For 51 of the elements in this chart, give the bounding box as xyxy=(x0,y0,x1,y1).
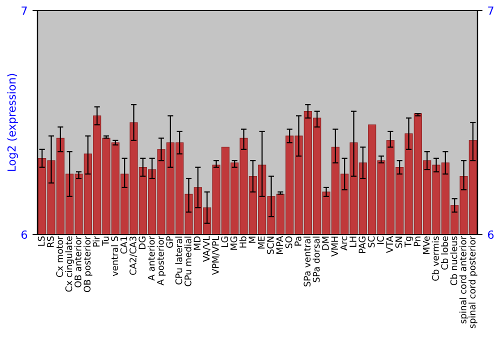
x-tick-label: ME xyxy=(258,236,265,248)
x-tick-label: A anterior xyxy=(148,236,155,281)
x-tick-label: Hb xyxy=(239,236,246,248)
x-tick-label: Cx motor xyxy=(56,236,64,277)
x-tick-label: Cx cingulate xyxy=(65,236,74,292)
x-tick-label: CA2/CA3 xyxy=(130,236,138,275)
x-tick-label: CA1 xyxy=(120,236,128,254)
x-tick-label: VMH xyxy=(331,236,338,257)
x-tick-label: VPM/VPL xyxy=(212,236,220,275)
x-tick-label: MG xyxy=(230,236,238,250)
x-tick-label: Cb vermis xyxy=(432,236,439,281)
x-tick-label: VTA xyxy=(386,236,393,253)
x-tick-label: Cb lobe xyxy=(441,236,448,270)
x-tick-label: Tu xyxy=(102,236,109,246)
x-tick-label: ventral S xyxy=(111,236,118,276)
x-tick-label: LS xyxy=(38,236,45,246)
x-tick-label: SCN xyxy=(267,236,274,254)
x-tick-label: SN xyxy=(395,236,402,248)
x-tick-label: LH xyxy=(350,236,356,247)
x-tick-label: Tg xyxy=(404,236,414,248)
x-tick-label: Pa xyxy=(294,236,302,246)
x-tick-label: MVe xyxy=(422,236,430,254)
y2-tick-label: 6 xyxy=(488,230,494,239)
x-tick-label: RS xyxy=(47,236,54,248)
x-tick-label: DG xyxy=(138,236,146,249)
x-tick-label: MD xyxy=(194,236,200,250)
x-tick-label: Pir xyxy=(92,236,100,246)
x-tick-label: DM xyxy=(322,236,329,250)
x-tick-label: M xyxy=(248,236,256,243)
x-tick-label: SC xyxy=(368,236,375,248)
y-axis-title: Log2 (expression) xyxy=(7,74,18,171)
x-tick-label: Pn xyxy=(414,236,420,246)
x-tick-label: VA/VL xyxy=(202,236,210,262)
x-tick-label: IC xyxy=(377,236,384,244)
x-tick-label: OB anterior xyxy=(74,236,82,288)
x-tick-label: MPA xyxy=(276,236,283,254)
x-tick-label: A posterior xyxy=(156,236,166,286)
x-tick-label: PAG xyxy=(358,236,366,253)
x-tick-label: SPa ventral xyxy=(304,236,311,286)
x-tick-label: SO xyxy=(285,236,292,248)
x-tick-label: Cb nucleus xyxy=(450,236,458,286)
x-tick-label: CPu medial xyxy=(184,236,192,286)
x-tick-label: spinal cord posterior xyxy=(468,236,478,328)
x-tick-label: GP xyxy=(166,236,174,248)
x-tick-label: SPa dorsal xyxy=(312,236,320,282)
x-tick-label: CPu lateral xyxy=(175,236,182,284)
x-tick-label: OB posterior xyxy=(84,236,92,292)
x-tick-label: LG xyxy=(221,236,228,248)
x-tick-label: Arc xyxy=(340,236,348,250)
x-tick-label: spinal cord anterior xyxy=(459,236,468,324)
y2-tick-label: 7 xyxy=(488,6,494,15)
